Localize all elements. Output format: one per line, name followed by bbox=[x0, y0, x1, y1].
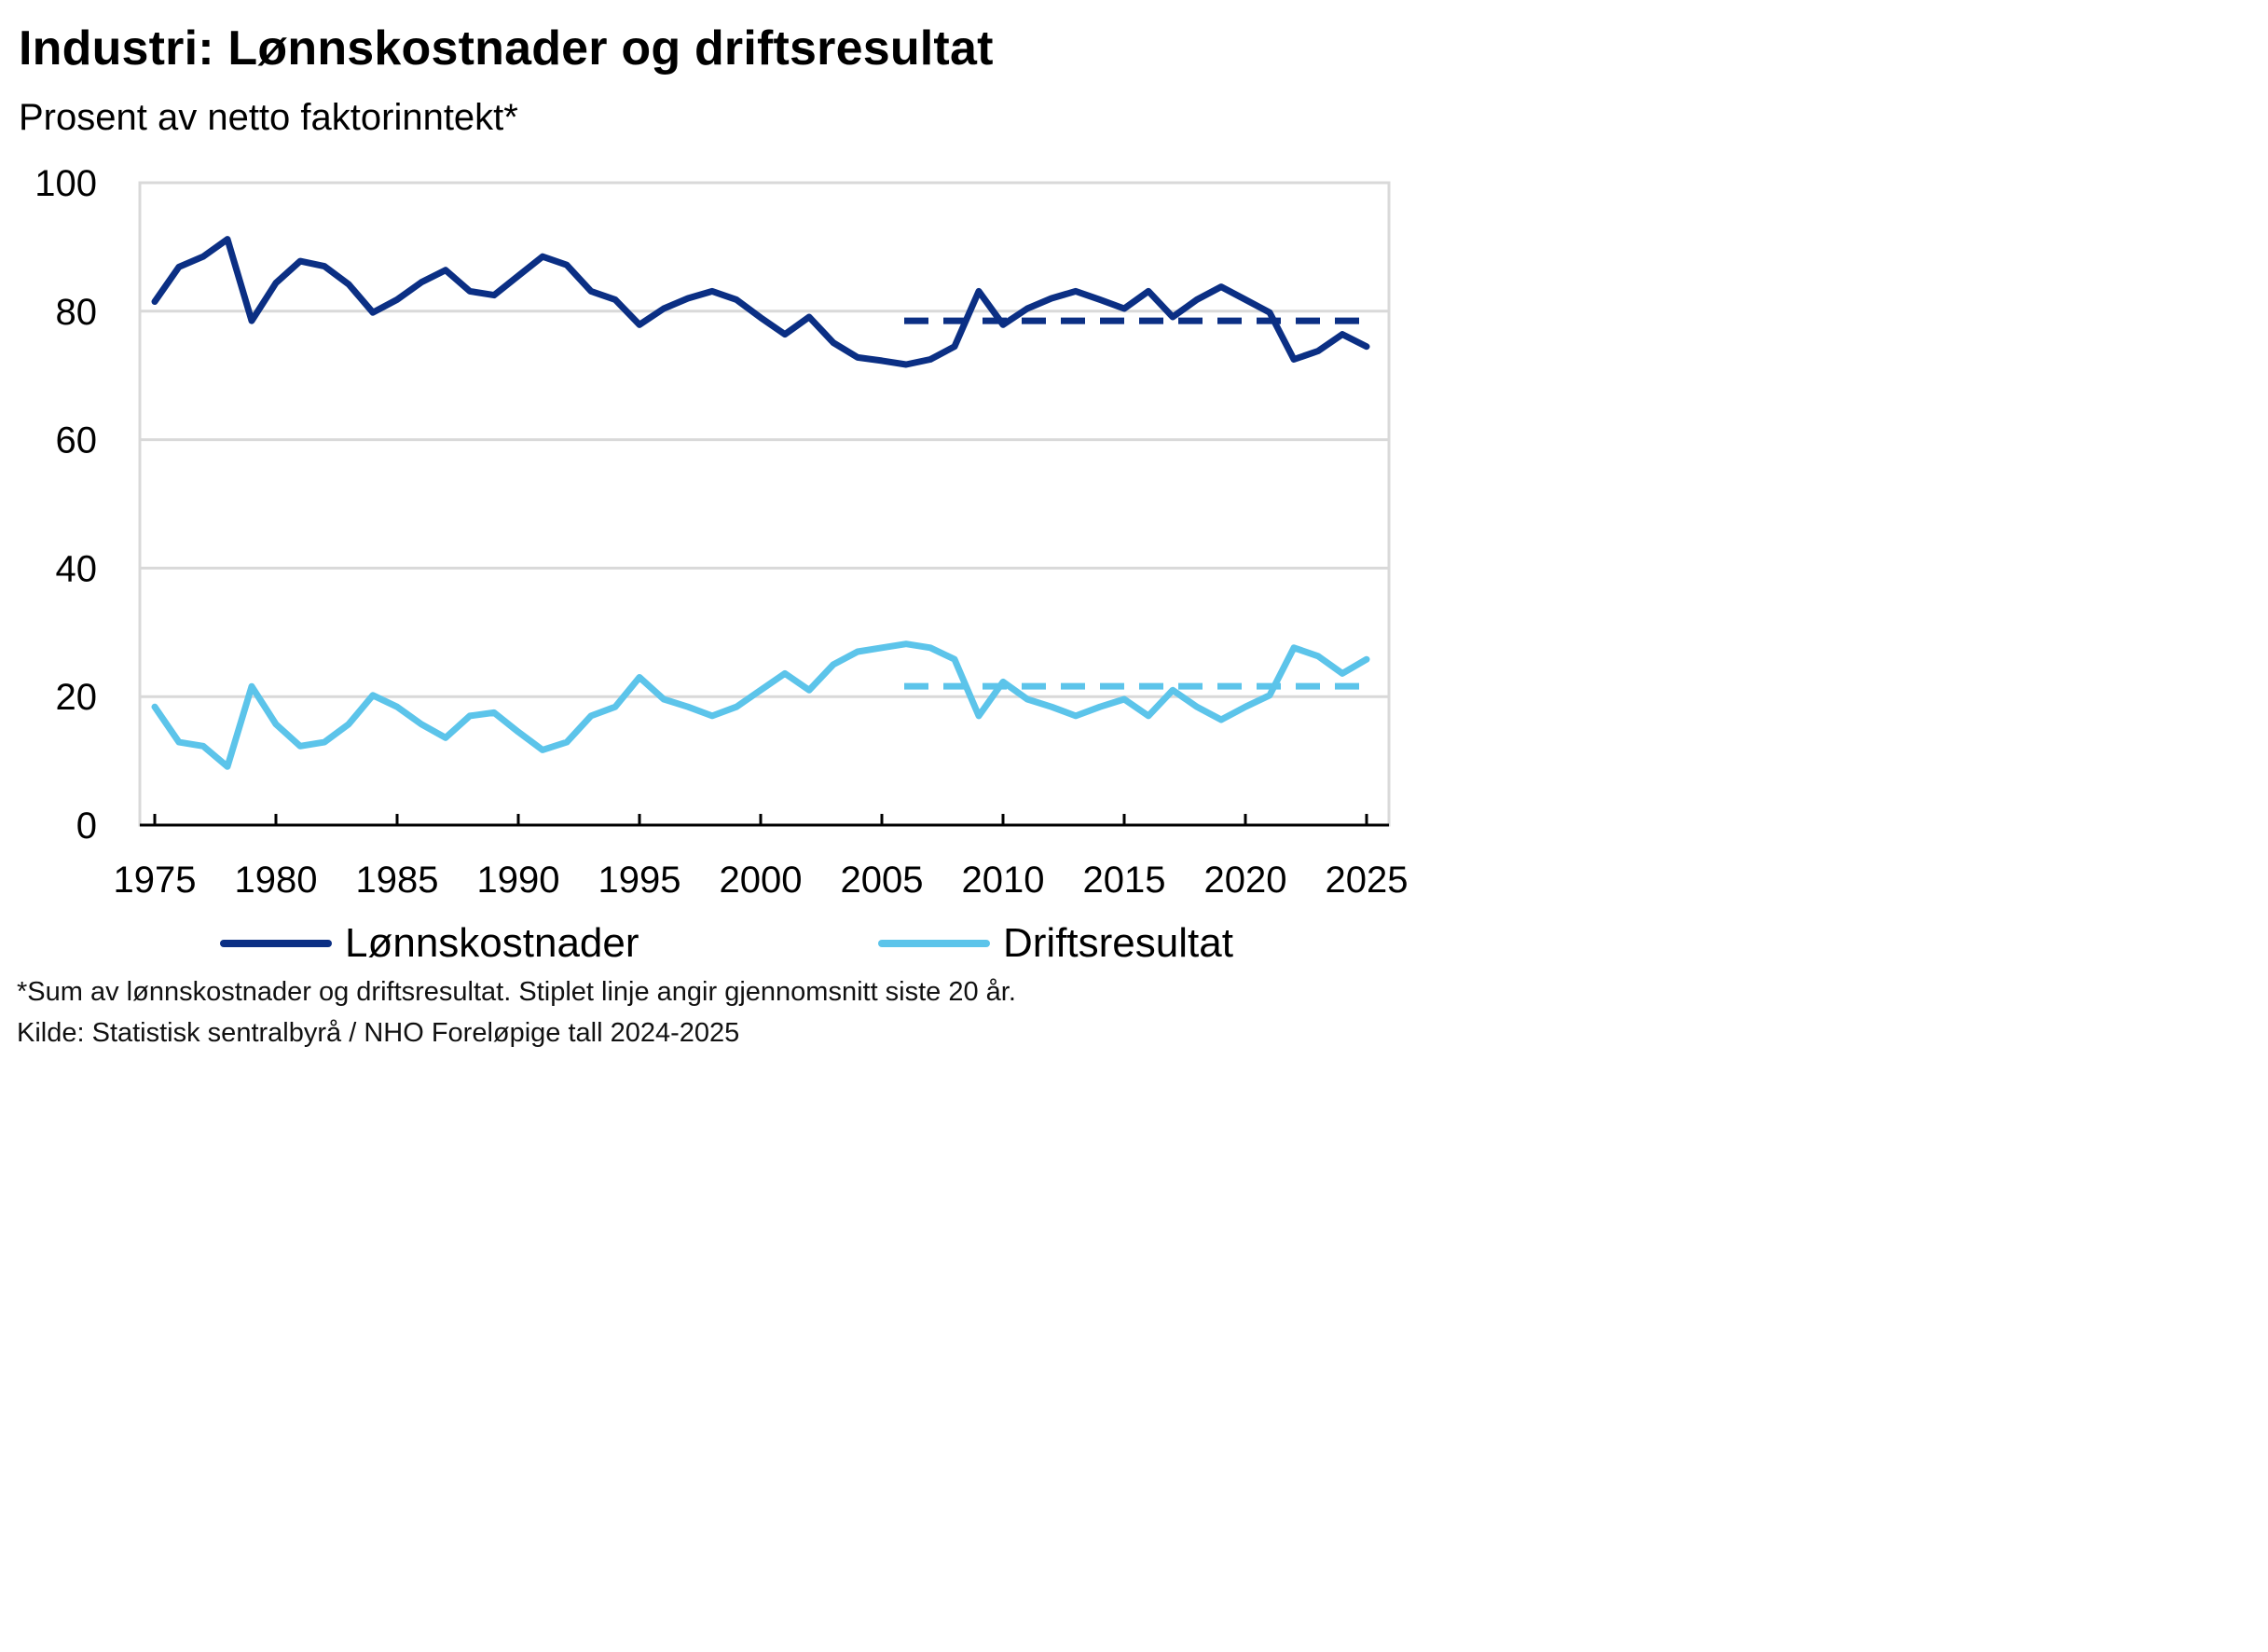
average-lines bbox=[904, 317, 1370, 690]
legend-swatch-driftsresultat bbox=[878, 940, 990, 947]
x-tick-label-2010: 2010 bbox=[962, 860, 1045, 901]
y-tick-label-100: 100 bbox=[34, 163, 97, 204]
x-tick-label-2020: 2020 bbox=[1204, 860, 1287, 901]
line-chart: 0 20 40 60 80 100 1975 1980 1985 1990 1995 2000 2005… bbox=[34, 163, 1408, 901]
y-tick-label-60: 60 bbox=[56, 420, 98, 461]
x-tick-label-1975: 1975 bbox=[114, 860, 197, 901]
y-tick-label-80: 80 bbox=[56, 292, 98, 333]
x-tick-label-1980: 1980 bbox=[235, 860, 318, 901]
legend-label-lonnskostnader: Lønnskostnader bbox=[345, 920, 639, 966]
y-tick-label-40: 40 bbox=[56, 548, 98, 589]
x-tick-label-1995: 1995 bbox=[598, 860, 681, 901]
axes bbox=[140, 814, 1389, 827]
footnote: *Sum av lønnskostnader og driftsresultat… bbox=[17, 977, 1016, 1007]
gridlines bbox=[138, 181, 1391, 827]
legend-item-lonnskostnader: Lønnskostnader bbox=[220, 917, 639, 970]
x-tick-label-2005: 2005 bbox=[841, 860, 924, 901]
series-line-lonnskostnader bbox=[151, 236, 1370, 368]
plot-frame bbox=[138, 181, 1391, 827]
series-line-driftsresultat bbox=[151, 640, 1370, 770]
chart-figure: Industri: Lønnskostnader og driftsresult… bbox=[0, 0, 1440, 1049]
chart-subtitle: Prosent av netto faktorinntekt* bbox=[19, 97, 518, 138]
x-tick-label-1990: 1990 bbox=[477, 860, 560, 901]
x-tick-label-2025: 2025 bbox=[1326, 860, 1409, 901]
y-tick-label-0: 0 bbox=[76, 805, 97, 847]
chart-title: Industri: Lønnskostnader og driftsresult… bbox=[19, 21, 994, 76]
x-tick-label-2015: 2015 bbox=[1083, 860, 1166, 901]
legend-item-driftsresultat: Driftsresultat bbox=[878, 917, 1233, 970]
legend-swatch-lonnskostnader bbox=[220, 940, 332, 947]
legend-label-driftsresultat: Driftsresultat bbox=[1003, 920, 1233, 966]
tick-labels: 0 20 40 60 80 100 1975 1980 1985 1990 1995 2000 2005… bbox=[34, 163, 1408, 901]
x-tick-label-1985: 1985 bbox=[356, 860, 439, 901]
x-tick-label-2000: 2000 bbox=[720, 860, 803, 901]
source-note: Kilde: Statistisk sentralbyrå / NHO Fore… bbox=[17, 1018, 740, 1048]
y-tick-label-20: 20 bbox=[56, 677, 98, 718]
series-lines bbox=[151, 236, 1370, 770]
